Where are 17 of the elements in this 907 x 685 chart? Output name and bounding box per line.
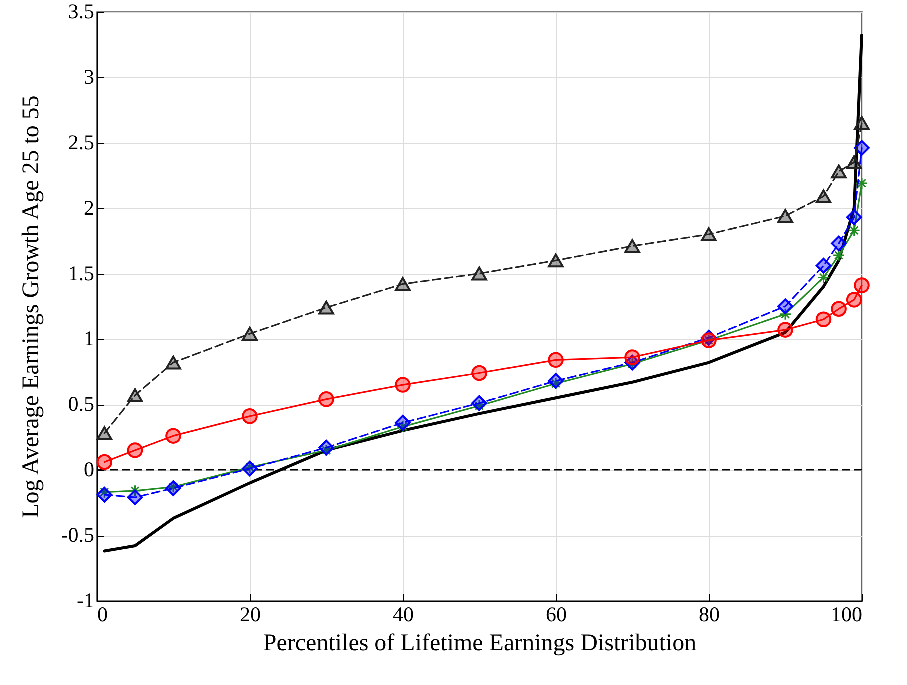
y-tick-label: 1: [84, 326, 94, 351]
x-tick-label: 100: [831, 602, 862, 626]
y-tick-label: 2.5: [68, 130, 94, 154]
y-tick-label: 3.5: [68, 0, 94, 24]
y-tick-label: -1: [77, 588, 94, 612]
x-axis-title: Percentiles of Lifetime Earnings Distribution: [263, 630, 697, 656]
y-axis-title: Log Average Earnings Growth Age 25 to 55: [18, 96, 44, 518]
x-tick-label: 60: [546, 602, 567, 626]
y-tick-label: 0: [84, 458, 94, 482]
y-tick-label: 1.5: [68, 261, 94, 286]
x-tick-label: 40: [393, 602, 414, 626]
x-tick-label: 20: [240, 602, 261, 626]
y-tick-label: 3: [84, 64, 94, 89]
y-tick-label: 0.5: [68, 392, 94, 416]
y-tick-label: 2: [84, 196, 94, 220]
x-tick-label: 80: [699, 602, 720, 626]
y-tick-label: -0.5: [61, 523, 94, 548]
